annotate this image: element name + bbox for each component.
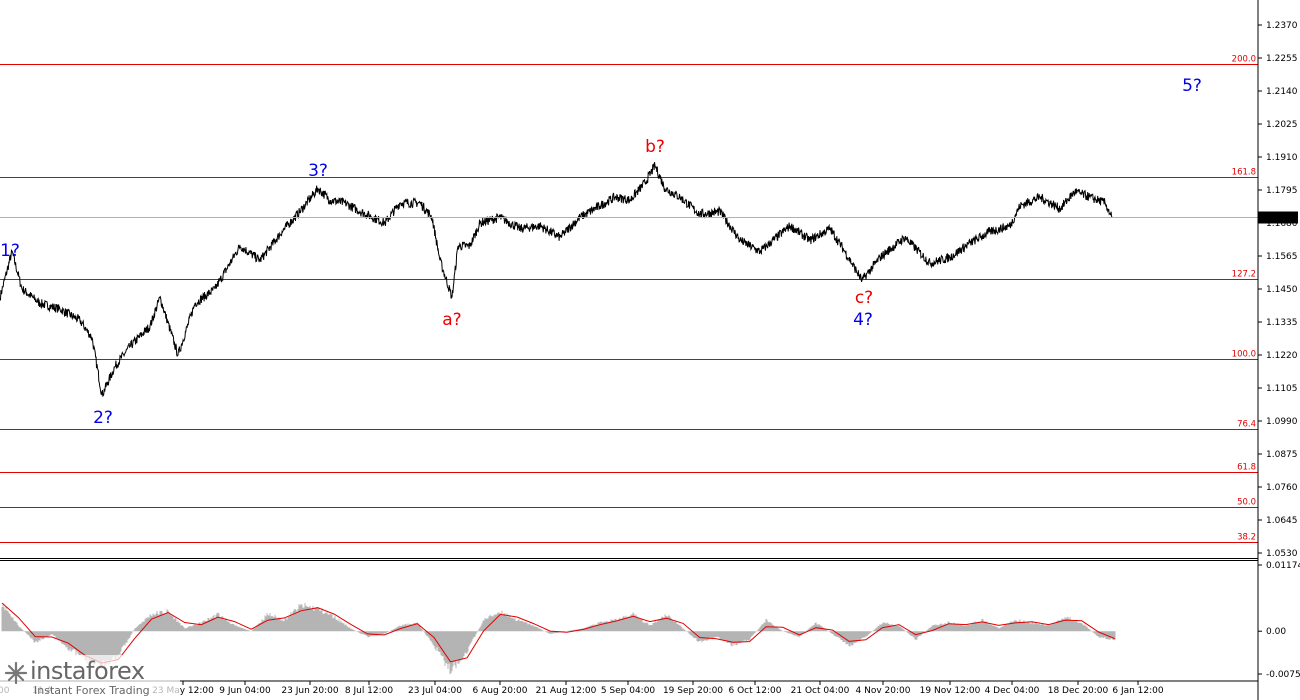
current-price-label: 1.1702 [1263, 214, 1295, 224]
y-tick-label: 1.1450 [1266, 285, 1298, 295]
wave-label: 4? [853, 310, 873, 330]
y-tick-label: 1.1105 [1266, 384, 1298, 394]
fib-level-label: 76.4 [1237, 420, 1256, 430]
fib-level-label: 61.8 [1237, 463, 1256, 473]
x-tick-label: 4 Nov 20:00 [856, 686, 911, 696]
x-tick-label: 6 Oct 12:00 [729, 686, 782, 696]
y-tick-label: 1.1910 [1266, 153, 1298, 163]
wave-label: 1? [0, 241, 20, 261]
y-tick-label: 1.0530 [1266, 549, 1298, 559]
y-tick-label: 1.0645 [1266, 516, 1298, 526]
fib-level-label: 161.8 [1232, 168, 1256, 178]
x-tick-label: 23 Jun 20:00 [281, 686, 338, 696]
fib-level-label: 100.0 [1232, 350, 1256, 360]
y-tick-label: 1.1220 [1266, 351, 1298, 361]
x-tick-label: 6 Jan 12:00 [1112, 686, 1164, 696]
y-tick-label: 1.0990 [1266, 417, 1298, 427]
fib-level-label: 200.0 [1232, 55, 1256, 65]
brand-name: instaforex [30, 657, 145, 685]
osc-y-tick-label: -0.00759 [1266, 670, 1300, 680]
wave-label: a? [442, 310, 461, 330]
x-tick-label: 23 May 12:00 [152, 686, 214, 696]
brand-tagline: Instant Forex Trading [34, 684, 150, 697]
x-tick-label: 18 Dec 20:00 [1048, 686, 1109, 696]
x-tick-label: 6 Aug 20:00 [473, 686, 528, 696]
y-tick-label: 1.1565 [1266, 252, 1298, 262]
x-tick-label: 23 Jul 04:00 [408, 686, 462, 696]
fib-level-label: 50.0 [1237, 498, 1256, 508]
osc-signal-line [1, 602, 1116, 664]
x-tick-label: 4 Dec 04:00 [985, 686, 1040, 696]
x-tick-label: 9 Jun 04:00 [219, 686, 271, 696]
wave-label: 3? [308, 161, 328, 181]
y-tick-label: 1.0875 [1266, 450, 1298, 460]
y-tick-label: 1.2370 [1266, 21, 1298, 31]
osc-y-tick-label: 0.01174 [1266, 561, 1300, 571]
fib-level-label: 38.2 [1237, 533, 1256, 543]
y-tick-label: 1.2255 [1266, 54, 1298, 64]
y-tick-label: 1.1335 [1266, 318, 1298, 328]
x-tick-label: 21 Oct 04:00 [791, 686, 850, 696]
fib-level-label: 127.2 [1232, 270, 1256, 280]
instaforex-logo-icon [4, 661, 28, 685]
y-tick-label: 1.2025 [1266, 120, 1298, 130]
y-tick-label: 1.0760 [1266, 483, 1298, 493]
wave-label: c? [855, 288, 873, 308]
price-panel: 200.0 161.8 127.2 100.0 76.4 61.8 50.0 38.2 1? 2?… [0, 55, 1258, 543]
y-tick-label: 1.1680 [1266, 219, 1298, 229]
x-tick-label: 21 Aug 12:00 [536, 686, 597, 696]
price-line [0, 162, 1113, 398]
wave-label: b? [645, 137, 665, 157]
osc-y-tick-label: 0.00 [1266, 627, 1286, 637]
y-tick-label: 1.2140 [1266, 87, 1298, 97]
x-tick-label: 8 Jul 12:00 [345, 686, 394, 696]
instaforex-watermark: instaforex Instant Forex Trading [0, 655, 180, 700]
wave-label: 2? [93, 408, 113, 428]
wave-label: 5? [1182, 76, 1202, 96]
current-price-tag [1258, 211, 1298, 224]
x-tick-label: 19 Nov 12:00 [920, 686, 981, 696]
x-tick-label: 19 Sep 20:00 [663, 686, 723, 696]
oscillator-panel [1, 602, 1116, 675]
y-tick-label: 1.1795 [1266, 186, 1298, 196]
x-tick-label: 5 Sep 04:00 [601, 686, 656, 696]
